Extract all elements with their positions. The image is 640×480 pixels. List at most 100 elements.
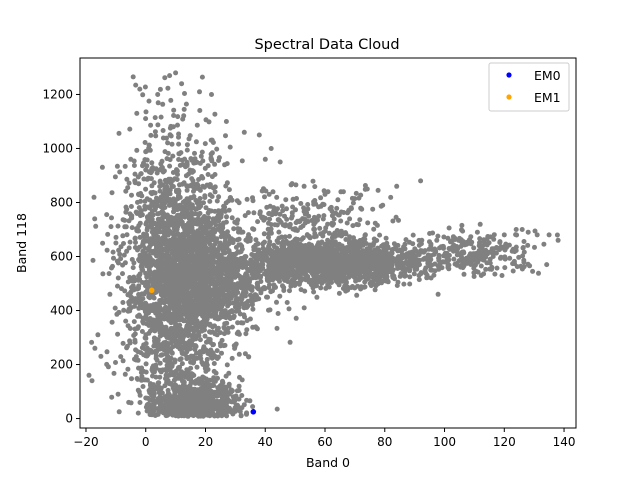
- cloud-point: [188, 195, 194, 201]
- cloud-point: [165, 400, 171, 406]
- cloud-point: [166, 265, 172, 271]
- cloud-point: [187, 355, 193, 361]
- cloud-point: [195, 263, 201, 269]
- cloud-point: [211, 383, 217, 388]
- cloud-point: [149, 160, 155, 166]
- cloud-point: [223, 295, 229, 300]
- cloud-point: [226, 207, 232, 213]
- cloud-point: [210, 329, 216, 335]
- cloud-point: [170, 239, 176, 245]
- cloud-point: [200, 382, 206, 388]
- cloud-point: [164, 192, 170, 198]
- cloud-point: [153, 355, 159, 361]
- cloud-point: [131, 260, 137, 266]
- cloud-point: [195, 324, 201, 330]
- cloud-point: [155, 198, 161, 204]
- cloud-point: [132, 331, 138, 337]
- cloud-point: [215, 393, 221, 399]
- cloud-point: [207, 321, 213, 327]
- cloud-point: [211, 361, 217, 366]
- cloud-point: [175, 231, 181, 237]
- cloud-point: [152, 413, 158, 418]
- cloud-point: [221, 398, 227, 403]
- cloud-point: [132, 339, 138, 345]
- cloud-point: [222, 204, 228, 210]
- cloud-point: [180, 344, 186, 350]
- cloud-point: [120, 271, 125, 277]
- cloud-point: [147, 223, 153, 229]
- cloud-point: [164, 212, 170, 218]
- cloud-point: [205, 172, 211, 177]
- cloud-point: [176, 279, 182, 285]
- cloud-point: [210, 410, 216, 416]
- cloud-point: [182, 400, 188, 406]
- cloud-point: [210, 245, 216, 250]
- cloud-point: [206, 406, 212, 412]
- cloud-point: [139, 345, 145, 351]
- cloud-point: [127, 239, 133, 245]
- cloud-point: [197, 349, 203, 355]
- cloud-point: [141, 160, 146, 166]
- cloud-point: [228, 236, 234, 242]
- cloud-point: [202, 165, 208, 171]
- cloud-point: [162, 286, 168, 292]
- cloud-point: [146, 307, 152, 313]
- cloud-point: [218, 407, 224, 413]
- cloud-point: [142, 198, 148, 204]
- cloud-point: [133, 82, 139, 88]
- cloud-point: [230, 251, 236, 257]
- cloud-point: [435, 291, 441, 297]
- cloud-point: [137, 276, 143, 282]
- cloud-point: [157, 280, 163, 286]
- cloud-point: [123, 318, 129, 324]
- cloud-point: [244, 411, 249, 417]
- cloud-point: [218, 276, 224, 281]
- cloud-point: [157, 86, 163, 92]
- cloud-point: [144, 219, 150, 225]
- cloud-point: [208, 137, 214, 143]
- cloud-point: [162, 383, 168, 389]
- cloud-point: [137, 400, 143, 405]
- cloud-point: [208, 347, 214, 353]
- cloud-point: [213, 222, 219, 228]
- cloud-point: [151, 234, 157, 240]
- cloud-point: [142, 84, 148, 90]
- cloud-point: [274, 299, 279, 305]
- cloud-point: [152, 129, 158, 135]
- cloud-point: [169, 350, 175, 356]
- cloud-point: [184, 289, 190, 295]
- cloud-point: [154, 170, 160, 176]
- cloud-point: [89, 339, 95, 345]
- cloud-point: [172, 176, 178, 182]
- cloud-point: [144, 408, 150, 414]
- cloud-point: [110, 249, 116, 255]
- cloud-point: [219, 337, 225, 343]
- cloud-point: [125, 366, 131, 372]
- cloud-point: [201, 200, 206, 206]
- cloud-point: [150, 165, 156, 171]
- cloud-point: [311, 289, 317, 295]
- cloud-point: [225, 232, 230, 238]
- cloud-point: [185, 232, 191, 238]
- cloud-point: [143, 186, 149, 192]
- cloud-point: [244, 397, 250, 403]
- cloud-point: [124, 176, 130, 182]
- cloud-point: [192, 211, 198, 217]
- cloud-point: [132, 236, 138, 242]
- cloud-point: [200, 158, 206, 164]
- cloud-point: [193, 281, 199, 286]
- cloud-point: [228, 408, 234, 414]
- cloud-point: [168, 133, 174, 139]
- cloud-point: [219, 350, 224, 356]
- cloud-point: [210, 216, 216, 222]
- cloud-point: [148, 169, 154, 175]
- cloud-point: [136, 285, 141, 291]
- cloud-point: [104, 361, 110, 367]
- cloud-point: [135, 410, 141, 416]
- cloud-point: [168, 97, 174, 103]
- cloud-point: [175, 193, 181, 199]
- cloud-point: [161, 316, 167, 322]
- cloud-point: [191, 181, 197, 187]
- cloud-point: [161, 300, 167, 306]
